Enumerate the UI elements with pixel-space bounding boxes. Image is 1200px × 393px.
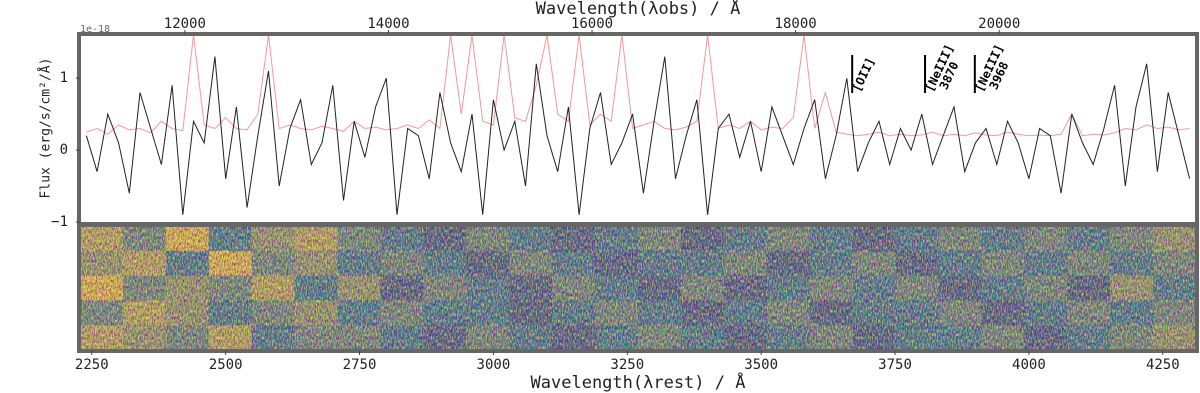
- spectrum-1d: [85, 35, 1191, 215]
- y-tick-label: 1: [60, 70, 68, 86]
- x-tick-label: 4250: [1146, 357, 1180, 373]
- x2-tick-label: 18000: [775, 16, 817, 32]
- series-line: [86, 35, 1190, 137]
- top-axis-label: Wavelength(λobs) / Å: [536, 0, 741, 19]
- y-tick-label: −1: [51, 214, 68, 230]
- x2-tick-label: 12000: [164, 16, 206, 32]
- emission-line-label: [NeIII]3870: [922, 42, 961, 94]
- emission-line-text: [OII]: [850, 55, 878, 94]
- emission-line-label: [OII]: [850, 55, 878, 94]
- x-tick-label: 4000: [1012, 357, 1046, 373]
- offset-text: 1e-18: [80, 24, 110, 35]
- top-panel-frame: [77, 32, 1199, 226]
- emission-line-label: [NeIII]3968: [972, 42, 1011, 94]
- x-tick-label: 3000: [477, 357, 511, 373]
- x2-tick-label: 16000: [571, 16, 613, 32]
- y-tick-label: 0: [60, 142, 68, 158]
- y-axis-label: Flux (erg/s/cm²/Å): [38, 58, 54, 199]
- x2-tick-label: 20000: [978, 16, 1020, 32]
- x-tick-label: 3500: [744, 357, 778, 373]
- bottom-axis-label: Wavelength(λrest) / Å: [531, 371, 746, 393]
- x-tick-label: 2750: [343, 357, 377, 373]
- x-tick-label: 2250: [75, 357, 109, 373]
- x-tick-label: 3750: [878, 357, 912, 373]
- noise-texture: [80, 226, 1196, 350]
- series-line: [85, 56, 1191, 215]
- x-tick-label: 2500: [209, 357, 243, 373]
- x2-tick-label: 14000: [367, 16, 409, 32]
- bottom-panel-frame: [77, 223, 1199, 353]
- x-tick-label: 3250: [610, 357, 644, 373]
